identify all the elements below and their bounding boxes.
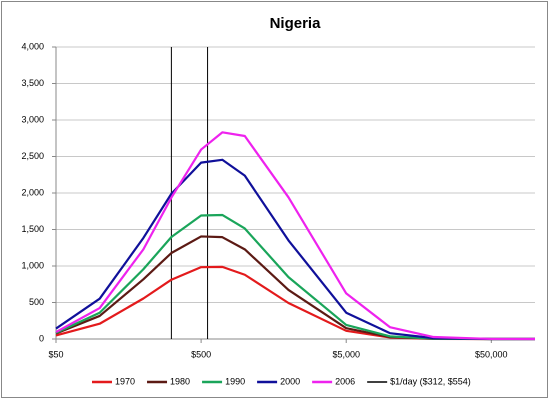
x-tick-label: $50 (48, 349, 63, 359)
x-tick-label: $50,000 (475, 349, 508, 359)
y-tick-label: 0 (39, 333, 44, 343)
chart-border (1, 1, 548, 398)
x-tick-label: $5,000 (332, 349, 360, 359)
legend-label: 1980 (170, 376, 190, 386)
legend-label: 1990 (225, 376, 245, 386)
y-tick-label: 1,500 (21, 224, 44, 234)
series-line (55, 131, 536, 341)
legend-label: 2006 (335, 376, 355, 386)
y-tick-label: 3,000 (21, 114, 44, 124)
x-tick-label: $500 (191, 349, 211, 359)
y-tick-label: 3,500 (21, 78, 44, 88)
y-tick-label: 4,000 (21, 41, 44, 51)
chart-title: Nigeria (270, 15, 322, 32)
legend-label: 1970 (115, 376, 135, 386)
y-tick-label: 2,500 (21, 151, 44, 161)
legend-label: $1/day ($312, $554) (390, 376, 471, 386)
y-tick-label: 2,000 (21, 187, 44, 197)
y-tick-label: 500 (29, 297, 44, 307)
y-tick-label: 1,000 (21, 260, 44, 270)
legend-label: 2000 (280, 376, 300, 386)
